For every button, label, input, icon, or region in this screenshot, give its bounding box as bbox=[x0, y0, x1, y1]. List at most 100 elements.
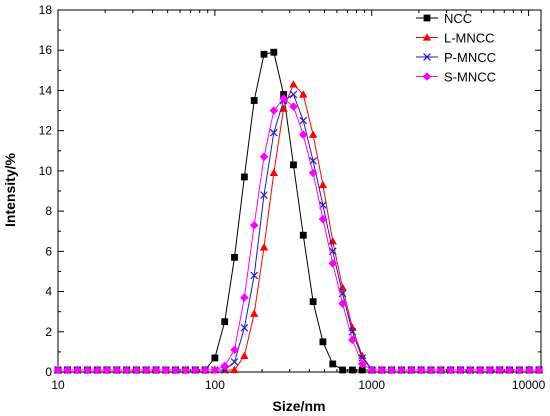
y-tick-label: 8 bbox=[45, 204, 52, 218]
y-tick-label: 10 bbox=[39, 164, 53, 178]
series-line bbox=[58, 83, 540, 371]
data-point bbox=[112, 365, 122, 375]
y-tick-label: 16 bbox=[39, 43, 53, 57]
data-point bbox=[63, 365, 72, 375]
y-tick-label: 12 bbox=[39, 124, 53, 138]
data-point bbox=[319, 338, 327, 346]
data-point bbox=[446, 365, 455, 375]
series-line bbox=[58, 93, 540, 371]
data-point bbox=[348, 366, 356, 374]
data-point bbox=[426, 365, 436, 375]
data-point bbox=[407, 365, 416, 375]
data-point bbox=[240, 323, 249, 332]
data-point bbox=[495, 365, 505, 375]
data-point bbox=[161, 365, 171, 375]
data-point bbox=[250, 271, 259, 280]
y-axis-title: Intensity/% bbox=[2, 152, 18, 226]
data-point bbox=[240, 293, 249, 302]
series-p-mncc bbox=[54, 90, 543, 374]
data-point bbox=[92, 365, 102, 375]
data-point bbox=[132, 365, 141, 375]
data-point bbox=[338, 283, 347, 291]
data-point bbox=[230, 345, 239, 355]
data-point bbox=[279, 104, 288, 112]
data-point bbox=[221, 318, 229, 326]
series-ncc bbox=[54, 48, 543, 374]
x-tick-label: 100 bbox=[205, 378, 225, 392]
data-point bbox=[377, 365, 387, 375]
series-line bbox=[58, 51, 540, 371]
data-point bbox=[515, 365, 524, 375]
data-point bbox=[328, 259, 338, 268]
data-point bbox=[151, 365, 161, 375]
data-point bbox=[318, 214, 328, 224]
data-point bbox=[348, 327, 357, 336]
data-point bbox=[122, 365, 131, 375]
x-tick-label: 10000 bbox=[512, 378, 546, 392]
data-point bbox=[230, 358, 239, 366]
legend-marker bbox=[423, 53, 431, 61]
data-point bbox=[358, 366, 366, 374]
data-point bbox=[318, 180, 328, 189]
data-point bbox=[200, 365, 210, 375]
data-point bbox=[289, 80, 298, 88]
data-point bbox=[436, 365, 446, 375]
data-point bbox=[249, 309, 259, 317]
data-point bbox=[367, 365, 377, 375]
data-point bbox=[210, 365, 220, 375]
data-point bbox=[309, 298, 317, 306]
data-point bbox=[308, 130, 318, 138]
data-point bbox=[289, 102, 298, 111]
series-s-mncc bbox=[53, 94, 544, 375]
y-tick-label: 14 bbox=[39, 83, 53, 97]
data-point bbox=[339, 366, 346, 374]
data-point bbox=[211, 354, 219, 362]
data-point bbox=[73, 365, 82, 375]
legend: NCC L-MNCC P-MNCC S-MNCC bbox=[416, 11, 496, 85]
data-point bbox=[290, 161, 297, 169]
data-point bbox=[475, 365, 485, 375]
data-point bbox=[416, 365, 426, 375]
data-point bbox=[240, 173, 248, 181]
y-tick-label: 18 bbox=[39, 3, 53, 17]
data-point bbox=[534, 365, 544, 375]
legend-label: P-MNCC bbox=[444, 50, 496, 65]
series-line bbox=[58, 97, 540, 371]
x-tick-label: 1000 bbox=[358, 378, 385, 392]
data-point bbox=[240, 351, 249, 360]
data-point bbox=[387, 365, 396, 375]
data-point bbox=[485, 365, 495, 375]
data-point bbox=[83, 365, 92, 375]
data-point bbox=[269, 128, 278, 137]
data-point bbox=[220, 361, 229, 371]
data-point bbox=[505, 365, 514, 375]
y-tick-label: 4 bbox=[45, 285, 52, 299]
data-point bbox=[524, 365, 534, 375]
x-tick-label: 10 bbox=[51, 378, 65, 392]
data-point bbox=[260, 50, 268, 58]
series-l-mncc bbox=[53, 80, 544, 374]
data-point bbox=[299, 231, 307, 239]
legend-label: NCC bbox=[444, 11, 472, 26]
legend-marker bbox=[422, 72, 432, 81]
data-point bbox=[329, 360, 337, 368]
y-tick-label: 6 bbox=[45, 244, 52, 258]
data-point bbox=[230, 365, 239, 374]
data-point bbox=[190, 365, 200, 375]
legend-marker bbox=[422, 33, 432, 41]
data-point bbox=[270, 48, 278, 56]
data-point bbox=[298, 130, 308, 139]
data-point bbox=[358, 351, 367, 360]
data-point bbox=[299, 116, 308, 125]
data-point bbox=[465, 365, 475, 375]
data-point bbox=[231, 253, 238, 261]
data-point bbox=[348, 335, 357, 345]
chart-series bbox=[53, 48, 544, 375]
y-tick-label: 2 bbox=[45, 325, 52, 339]
data-point bbox=[289, 90, 298, 99]
data-point bbox=[259, 243, 269, 251]
legend-label: L-MNCC bbox=[444, 31, 495, 46]
x-axis-title: Size/nm bbox=[273, 398, 326, 414]
data-point bbox=[181, 365, 190, 375]
data-point bbox=[260, 191, 268, 199]
